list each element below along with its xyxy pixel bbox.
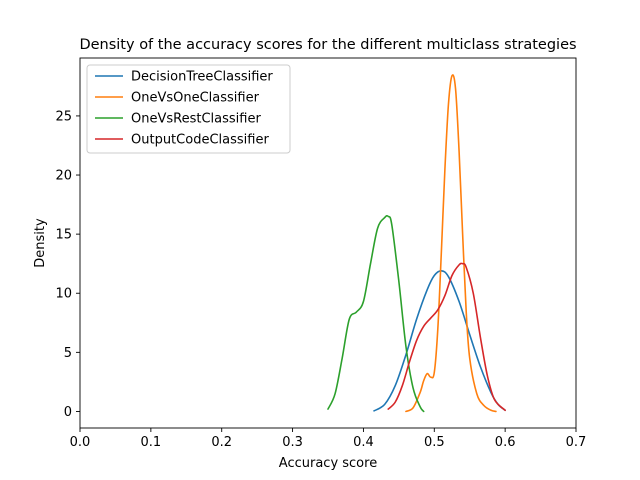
series-line-outputcodeclassifier	[387, 262, 506, 412]
x-tick-label: 0.6	[495, 435, 516, 450]
x-tick-label: 0.1	[141, 435, 162, 450]
x-tick-label: 0.4	[353, 435, 374, 450]
series-line-onevsrestclassifier	[327, 214, 425, 413]
y-tick-label: 5	[64, 346, 72, 361]
x-tick-label: 0.0	[70, 435, 91, 450]
plot-frame	[79, 57, 577, 429]
legend-label-outputcodeclassifier: OutputCodeClassifier	[131, 133, 269, 148]
y-tick-label: 15	[55, 228, 72, 243]
y-tick-label: 25	[55, 109, 72, 124]
y-tick-label: 20	[55, 169, 72, 184]
legend-label-decisiontreeclassifier: DecisionTreeClassifier	[131, 70, 273, 85]
axis-layer: 0.0 0.1 0.2 0.3 0.4 0.5 0.6 0.7 0 5 10 15 20 25	[55, 109, 586, 450]
y-axis-label: Density	[33, 218, 48, 268]
series-line-decisiontreeclassifier	[373, 269, 506, 412]
x-tick-label: 0.2	[211, 435, 232, 450]
series-line-onevsoneclassifier	[405, 74, 497, 413]
legend-label-onevsoneclassifier: OneVsOneClassifier	[131, 91, 260, 106]
y-tick-label: 0	[64, 405, 72, 420]
x-tick-label: 0.7	[566, 435, 587, 450]
legend: DecisionTreeClassifier OneVsOneClassifier…	[86, 64, 291, 154]
legend-box	[86, 64, 291, 154]
x-tick-label: 0.5	[424, 435, 445, 450]
x-tick-label: 0.3	[282, 435, 303, 450]
y-tick-label: 10	[55, 287, 72, 302]
legend-label-onevsrestclassifier: OneVsRestClassifier	[131, 112, 261, 127]
x-axis-label: Accuracy score	[279, 456, 377, 471]
series-layer	[327, 74, 506, 413]
chart-title: Density of the accuracy scores for the d…	[79, 37, 576, 53]
